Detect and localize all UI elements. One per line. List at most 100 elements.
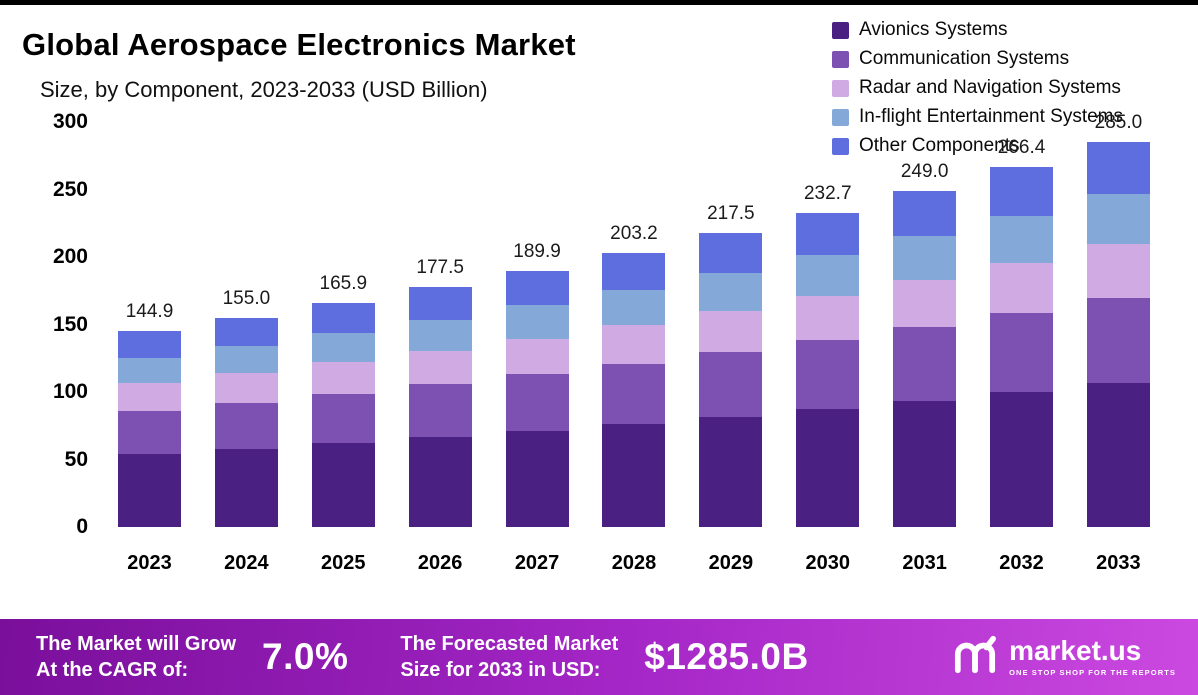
forecast-value: $1285.0B — [644, 636, 809, 677]
legend-swatch — [832, 50, 849, 68]
cagr-value: 7.0% — [262, 636, 349, 677]
bar-segment — [311, 333, 375, 363]
page-subtitle: Size, by Component, 2023-2033 (USD Billi… — [40, 77, 488, 102]
bar-segment — [118, 410, 181, 454]
legend-label: Avionics Systems — [859, 19, 1008, 40]
bar-segment — [311, 362, 375, 394]
bar-2023: 144.9 2023 — [118, 122, 181, 574]
legend-label: Radar and Navigation Systems — [859, 77, 1121, 98]
brand-text: market.us ONE STOP SHOP FOR THE REPORTS — [1009, 637, 1176, 677]
bar-segment — [214, 346, 278, 374]
x-axis-label: 2029 — [708, 552, 754, 574]
forecast-label-line1: The Forecasted Market — [400, 633, 619, 655]
bar-total-label: 285.0 — [1094, 112, 1143, 134]
footer-banner: The Market will Grow At the CAGR of: 7.0… — [0, 619, 1198, 695]
bar-segment — [118, 453, 181, 527]
x-axis-label: 2031 — [902, 552, 947, 574]
bar-segment — [1086, 382, 1150, 527]
legend: Avionics Systems Communication Systems Rad… — [832, 19, 1172, 164]
bar-segment — [893, 236, 957, 280]
y-axis-label: 250 — [52, 177, 88, 201]
bar-segment — [699, 416, 763, 527]
bar-segment — [893, 190, 957, 237]
bar-segment — [118, 383, 181, 411]
legend-swatch — [832, 79, 849, 97]
brand-name: market.us — [1009, 635, 1142, 667]
bar-total-label: 203.2 — [610, 222, 658, 244]
bar-segment — [311, 393, 375, 444]
bar-segment — [893, 279, 957, 327]
legend-item: Communication Systems — [832, 48, 1172, 70]
bar-segment — [796, 340, 860, 410]
cagr-label: The Market will Grow At the CAGR of: — [36, 631, 236, 683]
bar-segment — [699, 272, 763, 312]
bar-segment — [602, 325, 666, 364]
bar-segment — [602, 252, 666, 290]
bar-segment — [796, 212, 860, 256]
forecast-label: The Forecasted Market Size for 2033 in U… — [400, 631, 618, 683]
bar-segment — [796, 296, 860, 341]
bar-total-label: 189.9 — [513, 240, 561, 262]
bar-segment — [214, 317, 278, 346]
cagr-label-line1: The Market will Grow — [36, 633, 237, 655]
bar-segment — [408, 437, 472, 527]
bar-segment — [699, 352, 763, 417]
x-axis-label: 2023 — [127, 552, 172, 574]
bar-segment — [214, 373, 278, 403]
x-axis-label: 2024 — [224, 552, 269, 574]
bar-segment — [602, 424, 666, 527]
forecast-label-line2: Size for 2033 in USD: — [400, 659, 601, 681]
bar-segment — [1086, 244, 1150, 299]
bar-segment — [505, 305, 569, 339]
bar-2029: 217.5 2029 — [699, 122, 763, 574]
bar-segment — [990, 392, 1054, 527]
y-axis-label: 0 — [76, 515, 88, 538]
bar-segment — [1086, 298, 1150, 383]
legend-swatch — [832, 137, 849, 155]
legend-item: In-flight Entertainment Systems — [832, 106, 1172, 128]
legend-swatch — [832, 108, 849, 126]
legend-label: In-flight Entertainment Systems — [859, 106, 1123, 127]
bar-segment — [796, 255, 860, 297]
bar-segment — [311, 303, 375, 334]
bar-total-label: 165.9 — [319, 273, 368, 295]
legend-item: Avionics Systems — [832, 19, 1172, 41]
bar-segment — [408, 384, 472, 438]
bar-segment — [214, 448, 278, 527]
bar-segment — [505, 430, 569, 527]
bar-2030: 232.7 2030 — [796, 122, 860, 574]
bar-segment — [990, 167, 1054, 216]
bar-segment — [118, 331, 181, 358]
bar-2026: 177.5 2026 — [408, 122, 472, 574]
bar-segment — [505, 338, 569, 375]
bar-total-label: 232.7 — [803, 182, 852, 204]
bar-2031: 249.0 2031 — [893, 122, 957, 574]
legend-label: Other Components — [859, 135, 1020, 156]
bar-segment — [505, 270, 569, 306]
y-axis-label: 300 — [52, 110, 88, 133]
bar-segment — [505, 374, 569, 431]
bar-segment — [602, 289, 666, 326]
bar-segment — [893, 400, 957, 527]
bar-total-label: 249.0 — [900, 160, 949, 182]
bar-total-label: 144.9 — [125, 301, 174, 323]
bar-total-label: 155.0 — [222, 287, 271, 309]
bar-segment — [699, 233, 763, 273]
bar-segment — [311, 443, 375, 527]
bar-segment — [1086, 142, 1150, 195]
x-axis-label: 2028 — [611, 552, 657, 574]
bar-segment — [990, 262, 1054, 314]
bar-segment — [408, 319, 472, 351]
bar-segment — [990, 313, 1054, 393]
legend-item: Other Components — [832, 135, 1172, 157]
y-axis-label: 50 — [64, 447, 88, 471]
bar-segment — [1086, 194, 1150, 245]
bar-total-label: 177.5 — [416, 257, 464, 279]
bar-2027: 189.9 2027 — [505, 122, 569, 574]
y-axis-label: 150 — [52, 312, 88, 336]
bar-segment — [118, 357, 181, 384]
y-axis: 0 50 100 150 200 250 300 — [16, 110, 88, 538]
bar-2028: 203.2 2028 — [602, 122, 666, 574]
x-axis-label: 2032 — [999, 552, 1044, 574]
legend-label: Communication Systems — [859, 48, 1070, 69]
